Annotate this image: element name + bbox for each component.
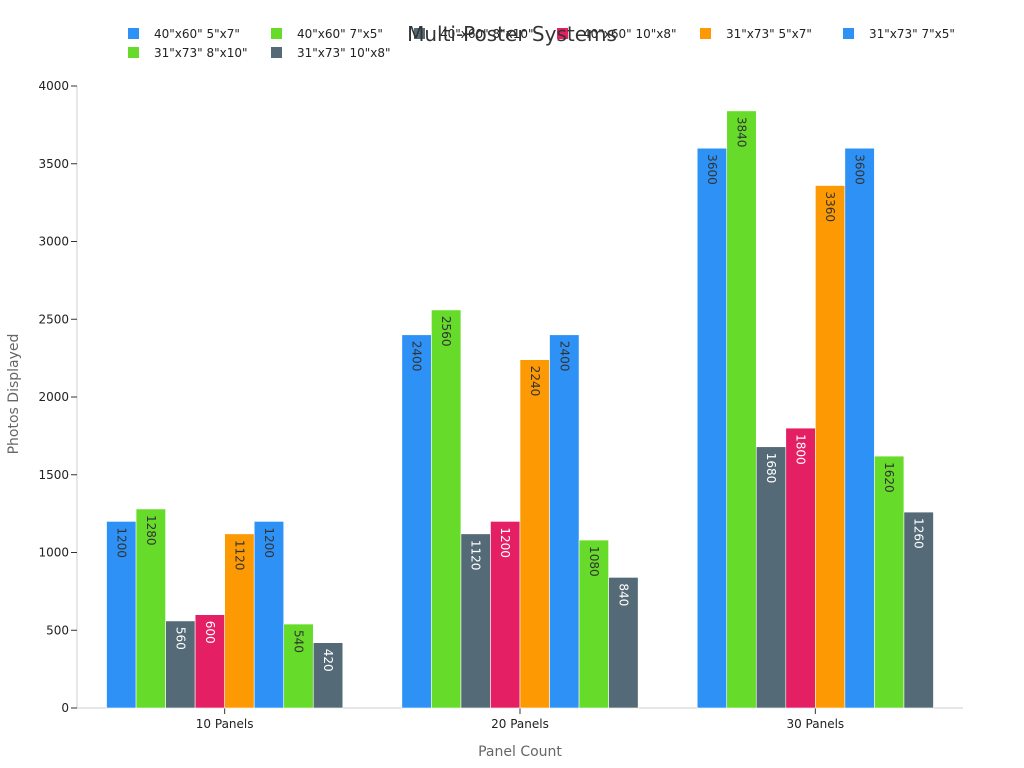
legend-item[interactable]: 31"x73" 7"x5": [843, 27, 955, 41]
y-tick-label: 3500: [38, 157, 69, 171]
bar: [815, 185, 846, 709]
y-tick-label: 500: [46, 623, 69, 637]
data-label: 1200: [114, 527, 128, 558]
legend-label: 31"x73" 8"x10": [154, 46, 248, 60]
y-tick-label: 0: [61, 701, 69, 715]
data-label: 2400: [557, 341, 571, 372]
data-label: 3360: [823, 192, 837, 223]
legend-label: 40"x60" 8"x10": [440, 27, 534, 41]
data-label: 3600: [705, 154, 719, 185]
legend-item[interactable]: 31"x73" 5"x7": [700, 27, 812, 41]
data-label: 1260: [912, 518, 926, 549]
bar: [578, 539, 609, 709]
bar: [194, 614, 225, 709]
data-label: 1120: [232, 540, 246, 571]
legend-label: 31"x73" 10"x8": [297, 46, 391, 60]
data-label: 1200: [498, 527, 512, 558]
bars: [106, 110, 934, 709]
bar: [785, 427, 816, 709]
data-label: 1200: [262, 527, 276, 558]
legend-swatch: [414, 28, 425, 39]
x-axis-title: Panel Count: [478, 744, 562, 760]
legend-label: 40"x60" 10"x8": [583, 27, 677, 41]
data-label: 560: [173, 627, 187, 650]
bar: [401, 334, 432, 709]
data-label: 2560: [439, 316, 453, 347]
bar: [490, 521, 521, 709]
data-label: 2400: [410, 341, 424, 372]
legend-item[interactable]: 40"x60" 5"x7": [128, 27, 240, 41]
data-label: 1680: [764, 453, 778, 484]
legend-item[interactable]: 40"x60" 8"x10": [414, 27, 534, 41]
legend-swatch: [843, 28, 854, 39]
legend-label: 31"x73" 5"x7": [726, 27, 812, 41]
x-tick-label: 20 Panels: [491, 717, 549, 731]
bar: [549, 334, 580, 709]
y-tick-label: 2500: [38, 312, 69, 326]
chart-title: Multi-Poster Systems: [407, 22, 617, 46]
bar: [431, 309, 462, 709]
bar: [224, 533, 255, 709]
bar: [460, 533, 491, 709]
legend-swatch: [128, 47, 139, 58]
data-label: 600: [203, 621, 217, 644]
bar: [165, 620, 196, 709]
bar: [726, 110, 757, 709]
y-tick-label: 1000: [38, 546, 69, 560]
legend-swatch: [557, 28, 568, 39]
data-label: 1800: [794, 434, 808, 465]
data-label: 1080: [587, 546, 601, 577]
y-tick-label: 4000: [38, 79, 69, 93]
data-labels: 1200 2400 3600 1280 2560 3840 560 1120 1680 600 12…: [114, 117, 925, 672]
legend-swatch: [128, 28, 139, 39]
bar: [844, 147, 875, 709]
data-label: 1280: [144, 515, 158, 546]
legend-swatch: [271, 28, 282, 39]
legend-item[interactable]: 40"x60" 10"x8": [557, 27, 677, 41]
data-label: 420: [321, 649, 335, 672]
legend-swatch: [700, 28, 711, 39]
bar: [874, 455, 905, 709]
data-label: 3600: [853, 154, 867, 185]
bar: [253, 521, 285, 709]
y-axis: 0 500 1000 1500 2000 2500 3000 3500 4000: [38, 79, 78, 715]
bar: [519, 359, 550, 709]
legend-swatch: [271, 47, 282, 58]
legend-label: 31"x73" 7"x5": [869, 27, 955, 41]
bar: [903, 511, 934, 709]
bar: [755, 446, 787, 709]
bar: [135, 508, 166, 709]
y-tick-label: 2000: [38, 390, 69, 404]
bar: [312, 642, 344, 709]
x-tick-label: 10 Panels: [196, 717, 254, 731]
y-tick-label: 1500: [38, 468, 69, 482]
data-label: 840: [616, 583, 630, 606]
data-label: 1120: [469, 540, 483, 571]
legend-label: 40"x60" 7"x5": [297, 27, 383, 41]
data-label: 3840: [735, 117, 749, 148]
legend-label: 40"x60" 5"x7": [154, 27, 240, 41]
y-tick-label: 3000: [38, 235, 69, 249]
x-tick-label: 30 Panels: [786, 717, 844, 731]
legend: 40"x60" 5"x7" 40"x60" 7"x5" 40"x60" 8"x10"…: [128, 27, 955, 60]
legend-item[interactable]: 31"x73" 8"x10": [128, 46, 248, 60]
bar: [696, 147, 728, 709]
data-label: 1620: [882, 462, 896, 493]
legend-item[interactable]: 31"x73" 10"x8": [271, 46, 391, 60]
legend-item[interactable]: 40"x60" 7"x5": [271, 27, 383, 41]
y-axis-title: Photos Displayed: [6, 334, 22, 455]
bar: [608, 577, 639, 709]
data-label: 2240: [528, 366, 542, 397]
data-label: 540: [292, 630, 306, 653]
x-axis: 10 Panels 20 Panels 30 Panels: [77, 707, 963, 731]
